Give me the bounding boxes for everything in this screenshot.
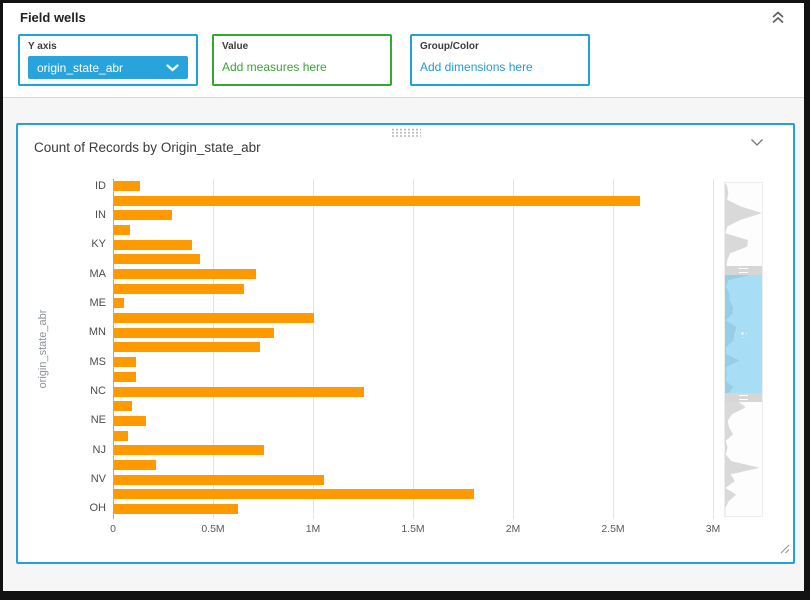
bar[interactable] [114,459,156,470]
chevron-down-icon [750,138,764,147]
bar[interactable] [114,445,264,456]
visual-drag-handle-icon[interactable] [390,128,421,137]
y-category-label: NV [90,473,106,486]
y-axis-title: origin_state_abr [37,309,49,389]
y-category-label: ID [95,179,106,192]
bar[interactable] [114,269,256,280]
bar[interactable] [114,181,140,191]
bar[interactable] [114,298,124,309]
well-value-label: Value [222,41,249,52]
bar[interactable] [114,415,146,426]
bar[interactable] [114,357,136,368]
y-category-label: MS [89,355,107,368]
bar[interactable] [114,371,136,382]
y-category-label: KY [91,238,106,251]
visual-title: Count of Records by Origin_state_abr [34,140,261,155]
y-axis-field-value: origin_state_abr [37,60,124,75]
gridline [313,179,314,519]
handle-grip-icon [739,395,748,401]
bar[interactable] [114,283,244,294]
y-category-label: ME [89,296,107,309]
add-dimensions-link[interactable]: Add dimensions here [420,60,533,74]
y-axis-field-dropdown[interactable]: origin_state_abr [28,56,188,79]
x-tick-label: 0.5M [201,523,225,535]
well-group-color-label: Group/Color [420,41,479,52]
field-wells-row: Y axis origin_state_abr Value Add measur… [18,34,790,86]
y-category-label: NE [90,414,106,427]
x-tick-label: 2.5M [601,523,625,535]
bar[interactable] [114,239,192,250]
gridline [713,179,714,519]
bar[interactable] [114,195,640,206]
well-y-axis-label: Y axis [28,41,57,52]
well-group-color[interactable]: Group/Color Add dimensions here [410,34,590,86]
gridline [513,179,514,519]
y-axis-title-wrap: origin_state_abr [32,179,54,519]
collapse-field-wells-button[interactable] [768,8,788,26]
scrollbar-handle-top[interactable] [725,266,762,276]
bar[interactable] [114,225,130,236]
well-y-axis: Y axis origin_state_abr [18,34,198,86]
y-category-label: OH [89,502,107,515]
bar[interactable] [114,503,238,514]
bar[interactable] [114,489,474,500]
field-wells-title: Field wells [20,10,86,25]
visual-panel[interactable]: Count of Records by Origin_state_abr ori… [16,123,795,564]
y-category-label: MN [88,326,106,339]
add-measures-link[interactable]: Add measures here [222,60,327,74]
drag-dots-icon [740,330,747,338]
bar[interactable] [114,474,324,485]
bar[interactable] [114,313,314,324]
x-tick-label: 0 [110,523,116,535]
visual-menu-button[interactable] [750,138,764,147]
y-category-label: NC [90,385,106,398]
x-tick-label: 1M [305,523,321,535]
resize-handle-icon[interactable] [779,541,790,559]
bar[interactable] [114,327,274,338]
chevron-down-icon [166,63,179,72]
scrollbar-thumb[interactable] [725,275,762,394]
bar[interactable] [114,401,132,412]
scrollbar-handle-bottom[interactable] [725,393,762,403]
scrollbar-minimap-silhouette [725,183,762,518]
well-value[interactable]: Value Add measures here [212,34,392,86]
plot-area: origin_state_abr 0 0.5M 1M 1.5M 2M 2.5M 3M ID IN… [18,125,793,562]
gridline [613,179,614,519]
section-divider [3,97,804,98]
gridline [413,179,414,519]
double-chevron-up-icon [770,10,786,25]
bar[interactable] [114,430,128,441]
canvas-area: Count of Records by Origin_state_abr ori… [3,98,804,591]
bar[interactable] [114,210,172,221]
y-axis-line [113,179,114,519]
y-category-label: IN [95,208,106,221]
x-tick-label: 3M [705,523,721,535]
x-tick-label: 2M [505,523,521,535]
bar[interactable] [114,342,260,353]
y-category-label: NJ [92,443,106,456]
handle-grip-icon [739,268,748,274]
bar[interactable] [114,386,364,397]
field-wells-section: Field wells Y axis origin_state_abr [3,3,804,97]
y-category-label: MA [89,267,107,280]
x-tick-label: 1.5M [401,523,425,535]
bar[interactable] [114,254,200,265]
chart-scrollbar[interactable] [724,182,763,518]
